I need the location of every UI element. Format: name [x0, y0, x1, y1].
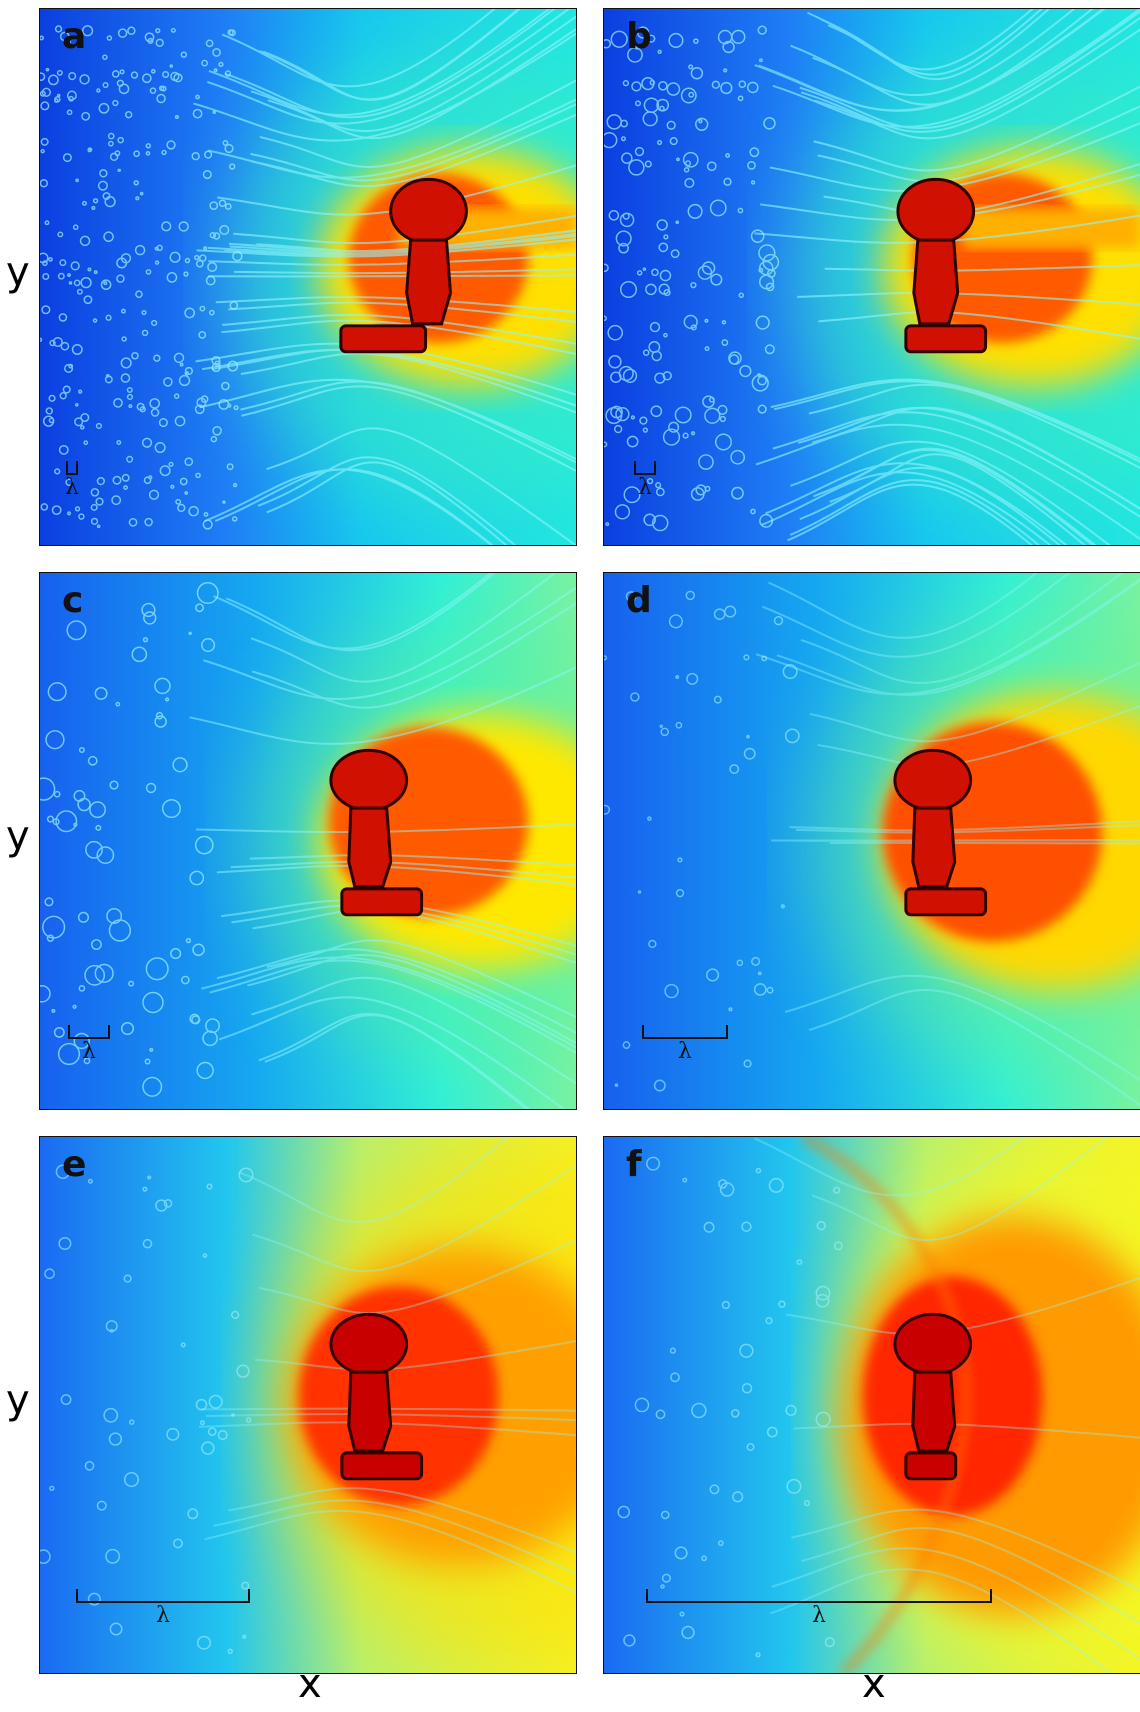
scale-bar-c	[68, 1025, 110, 1039]
panel-label-c: c	[62, 580, 84, 621]
body-shape-b	[896, 177, 988, 354]
scale-label-e: λ	[156, 1603, 170, 1628]
body-shape-e	[329, 1312, 424, 1481]
field-map-d	[604, 573, 1140, 1109]
x-axis-label-left: x	[298, 1661, 322, 1707]
panel-label-d: d	[626, 580, 652, 621]
body-shape-f	[893, 1312, 973, 1481]
scale-bar-e	[76, 1589, 250, 1603]
scale-label-c: λ	[82, 1039, 96, 1064]
panel-f: f λ	[603, 1136, 1140, 1674]
y-axis-label-row1: y	[6, 249, 30, 295]
field-map-b	[604, 9, 1140, 545]
scale-bar-d	[642, 1025, 728, 1039]
panel-e: e λ	[39, 1136, 577, 1674]
field-map-e	[40, 1137, 576, 1673]
scale-bar-b	[634, 461, 656, 475]
scale-bar-a	[66, 461, 78, 475]
body-shape-c	[329, 748, 424, 917]
panel-c: c λ	[39, 572, 577, 1110]
scale-label-a: λ	[65, 475, 79, 500]
panel-b: b λ	[603, 8, 1140, 546]
field-map-a	[40, 9, 576, 545]
field-map-c	[40, 573, 576, 1109]
body-shape-d	[893, 748, 988, 917]
x-axis-label-right: x	[862, 1661, 886, 1707]
scale-label-d: λ	[678, 1039, 692, 1064]
scale-label-b: λ	[638, 475, 652, 500]
y-axis-label-row3: y	[6, 1377, 30, 1423]
panel-d: d λ	[603, 572, 1140, 1110]
panel-label-a: a	[62, 16, 87, 57]
panel-a: a λ	[39, 8, 577, 546]
scale-label-f: λ	[812, 1603, 826, 1628]
scale-bar-f	[646, 1589, 992, 1603]
body-shape-a	[339, 177, 468, 354]
panel-label-b: b	[626, 16, 652, 57]
field-map-f	[604, 1137, 1140, 1673]
y-axis-label-row2: y	[6, 813, 30, 859]
panel-label-e: e	[62, 1144, 87, 1185]
panel-label-f: f	[626, 1144, 642, 1185]
